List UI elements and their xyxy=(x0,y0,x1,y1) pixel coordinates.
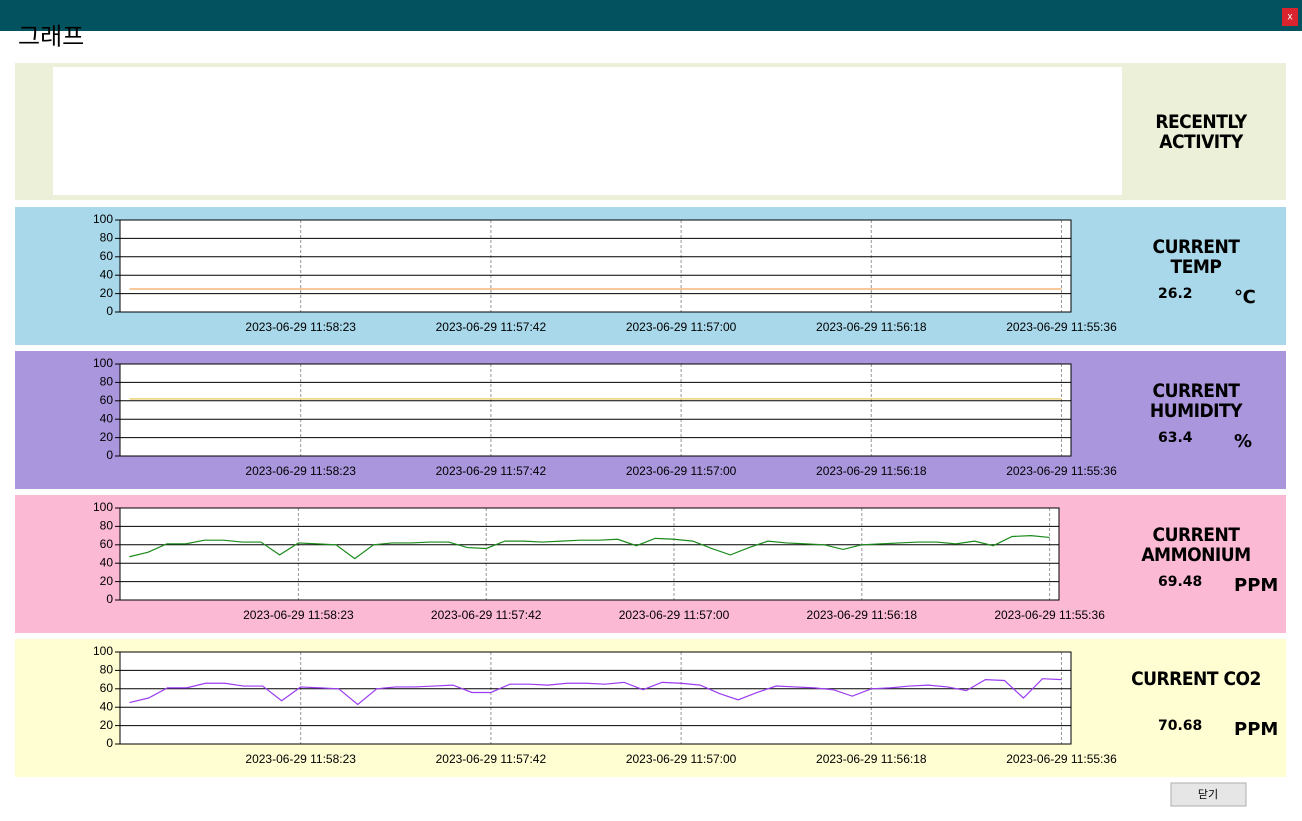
x-tick-label: 2023-06-29 11:56:18 xyxy=(816,464,927,478)
y-tick-label: 40 xyxy=(100,699,114,713)
plot-border xyxy=(119,219,1072,313)
y-tick-label: 20 xyxy=(100,286,114,300)
x-tick-label: 2023-06-29 11:57:42 xyxy=(436,752,547,766)
title-bar xyxy=(0,0,1302,31)
sensor-unit: ℃ xyxy=(1234,287,1256,308)
sensor-unit: PPM xyxy=(1234,719,1279,740)
y-tick-label: 80 xyxy=(100,231,114,245)
sensor-unit: PPM xyxy=(1234,575,1279,596)
y-tick-label: 20 xyxy=(100,574,114,588)
y-tick-label: 60 xyxy=(100,393,114,407)
activity-label: RECENTLY ACTIVITY xyxy=(1155,111,1247,153)
y-tick-label: 60 xyxy=(100,249,114,263)
plot-area xyxy=(120,508,1059,600)
plot-area xyxy=(120,652,1071,744)
x-tick-label: 2023-06-29 11:56:18 xyxy=(816,320,927,334)
x-tick-label: 2023-06-29 11:55:36 xyxy=(1006,320,1117,334)
close-label[interactable]: x xyxy=(1288,12,1293,23)
plot-area xyxy=(120,220,1071,312)
x-tick-label: 2023-06-29 11:55:36 xyxy=(1006,752,1117,766)
close-dialog-label[interactable]: 닫기 xyxy=(1198,788,1218,801)
y-tick-label: 80 xyxy=(100,519,114,533)
sensor-value: 70.68 xyxy=(1158,718,1203,734)
x-tick-label: 2023-06-29 11:57:42 xyxy=(431,608,542,622)
x-tick-label: 2023-06-29 11:57:42 xyxy=(436,320,547,334)
y-tick-label: 0 xyxy=(106,592,113,606)
x-tick-label: 2023-06-29 11:57:00 xyxy=(619,608,730,622)
plot-border xyxy=(119,507,1060,601)
close-dialog-button[interactable] xyxy=(1170,782,1247,807)
x-tick-label: 2023-06-29 11:55:36 xyxy=(1006,464,1117,478)
x-tick-label: 2023-06-29 11:56:18 xyxy=(816,752,927,766)
plot-border xyxy=(119,363,1072,457)
window-title: 그래프 xyxy=(18,23,84,50)
plot-area xyxy=(120,364,1071,456)
y-tick-label: 40 xyxy=(100,411,114,425)
data-line xyxy=(129,678,1062,706)
sensor-label: CURRENT HUMIDITY xyxy=(1149,380,1243,422)
x-tick-label: 2023-06-29 11:58:23 xyxy=(245,320,356,334)
sensor-label: CURRENT TEMP xyxy=(1152,236,1240,278)
x-tick-label: 2023-06-29 11:56:18 xyxy=(807,608,918,622)
x-tick-label: 2023-06-29 11:58:23 xyxy=(245,464,356,478)
x-tick-label: 2023-06-29 11:57:42 xyxy=(436,464,547,478)
y-tick-label: 60 xyxy=(100,537,114,551)
y-tick-label: 0 xyxy=(106,736,113,750)
y-tick-label: 100 xyxy=(93,356,113,370)
sensor-unit: % xyxy=(1234,431,1253,452)
x-tick-label: 2023-06-29 11:58:23 xyxy=(245,752,356,766)
sensor-value: 69.48 xyxy=(1158,574,1203,590)
x-tick-label: 2023-06-29 11:57:00 xyxy=(626,464,737,478)
plot-border xyxy=(119,651,1072,745)
y-tick-label: 100 xyxy=(93,212,113,226)
sensor-label: CURRENT AMMONIUM xyxy=(1141,524,1251,566)
x-tick-label: 2023-06-29 11:57:00 xyxy=(626,320,737,334)
y-tick-label: 0 xyxy=(106,304,113,318)
y-tick-label: 40 xyxy=(100,267,114,281)
y-tick-label: 100 xyxy=(93,500,113,514)
y-tick-label: 80 xyxy=(100,375,114,389)
close-button[interactable] xyxy=(1282,8,1298,26)
y-tick-label: 20 xyxy=(100,718,114,732)
x-tick-label: 2023-06-29 11:58:23 xyxy=(243,608,354,622)
y-tick-label: 40 xyxy=(100,555,114,569)
x-tick-label: 2023-06-29 11:55:36 xyxy=(994,608,1105,622)
sensor-label: CURRENT CO2 xyxy=(1131,668,1261,690)
y-tick-label: 100 xyxy=(93,644,113,658)
sensor-value: 63.4 xyxy=(1158,430,1193,446)
y-tick-label: 20 xyxy=(100,430,114,444)
y-tick-label: 60 xyxy=(100,681,114,695)
activity-box xyxy=(53,67,1122,195)
data-line xyxy=(129,534,1050,560)
y-tick-label: 0 xyxy=(106,448,113,462)
sensor-value: 26.2 xyxy=(1158,286,1193,302)
y-tick-label: 80 xyxy=(100,663,114,677)
x-tick-label: 2023-06-29 11:57:00 xyxy=(626,752,737,766)
